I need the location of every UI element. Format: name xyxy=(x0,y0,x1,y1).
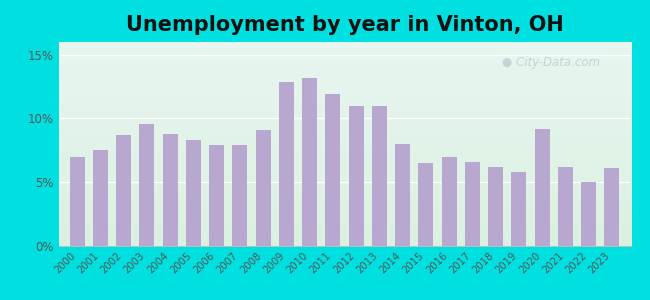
Title: Unemployment by year in Vinton, OH: Unemployment by year in Vinton, OH xyxy=(125,15,564,35)
Bar xyxy=(93,150,108,246)
Bar xyxy=(534,129,550,246)
Bar xyxy=(139,124,155,246)
Bar xyxy=(325,94,341,246)
Bar xyxy=(488,167,503,246)
Bar xyxy=(162,134,177,246)
Bar xyxy=(372,106,387,246)
Bar xyxy=(512,172,526,246)
Bar xyxy=(558,167,573,246)
Bar xyxy=(116,135,131,246)
Bar xyxy=(70,157,84,246)
Bar xyxy=(419,163,434,246)
Bar xyxy=(581,182,596,246)
Bar xyxy=(465,162,480,246)
Bar xyxy=(279,82,294,246)
Text: ● City-Data.com: ● City-Data.com xyxy=(502,56,600,69)
Bar xyxy=(395,144,410,246)
Bar xyxy=(255,130,270,246)
Bar xyxy=(302,78,317,246)
Bar xyxy=(209,145,224,246)
Bar xyxy=(186,140,201,246)
Bar xyxy=(348,106,364,246)
Bar xyxy=(232,145,248,246)
Bar xyxy=(604,168,619,246)
Bar xyxy=(441,157,457,246)
